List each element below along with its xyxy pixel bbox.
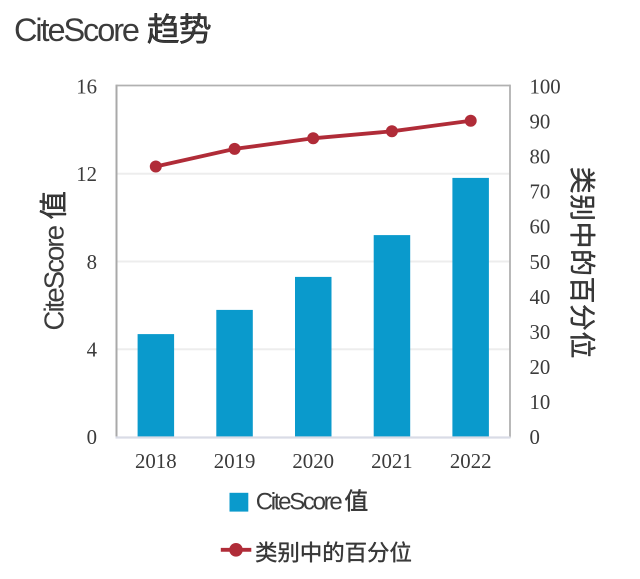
svg-text:50: 50 xyxy=(530,251,551,274)
svg-text:8: 8 xyxy=(87,251,97,274)
svg-text:2021: 2021 xyxy=(371,450,413,473)
svg-text:CiteScore: CiteScore xyxy=(256,489,343,516)
svg-text:30: 30 xyxy=(530,321,551,344)
svg-text:CiteScore: CiteScore xyxy=(14,12,140,48)
svg-text:0: 0 xyxy=(87,426,97,449)
svg-text:80: 80 xyxy=(530,146,551,169)
svg-text:10: 10 xyxy=(530,391,551,414)
svg-text:16: 16 xyxy=(76,75,97,98)
svg-text:40: 40 xyxy=(530,286,551,309)
svg-text:100: 100 xyxy=(530,76,561,99)
svg-text:2019: 2019 xyxy=(214,450,256,473)
svg-text:2020: 2020 xyxy=(292,450,334,473)
svg-text:0: 0 xyxy=(530,426,540,449)
svg-text:4: 4 xyxy=(87,339,98,362)
svg-text:2022: 2022 xyxy=(450,450,492,473)
svg-text:12: 12 xyxy=(76,163,97,186)
svg-text:70: 70 xyxy=(530,181,551,204)
svg-text:90: 90 xyxy=(530,111,551,134)
svg-text:2018: 2018 xyxy=(135,450,177,473)
svg-text:20: 20 xyxy=(530,356,551,379)
svg-text:60: 60 xyxy=(530,216,551,239)
svg-text:CiteScore: CiteScore xyxy=(39,225,70,331)
